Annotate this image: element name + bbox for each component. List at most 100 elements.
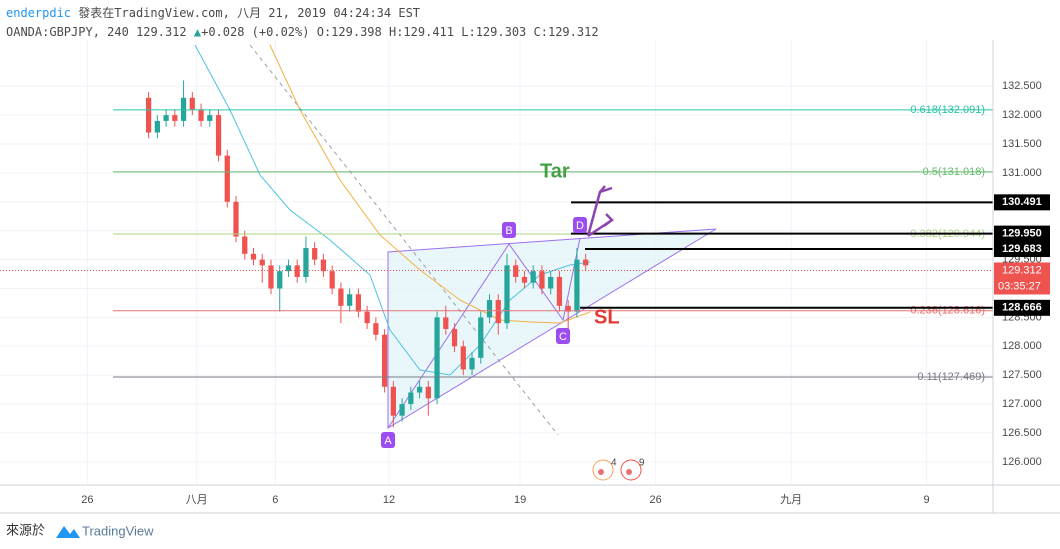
symbol: OANDA:GBPJPY, 240	[6, 25, 129, 39]
fib-label: 0.5(131.018)	[923, 166, 985, 178]
x-tick-label: 26	[81, 494, 93, 506]
candle-body	[303, 248, 309, 277]
published: 發表在TradingView.com, 八月 21, 2019 04:24:34…	[78, 5, 420, 20]
candle-body	[163, 115, 169, 121]
price-label: 129.312	[1002, 264, 1042, 276]
candle-body	[486, 300, 493, 318]
candle-body	[312, 248, 318, 260]
y-tick-label: 132.500	[1002, 80, 1042, 92]
candle-body	[145, 97, 152, 133]
arrow: ▲	[194, 25, 202, 39]
point-label: C	[559, 331, 567, 343]
candle-body	[250, 253, 257, 260]
point-label: A	[384, 435, 392, 447]
candle-body	[583, 259, 589, 266]
candle-body	[399, 404, 405, 416]
candle-body	[215, 115, 222, 156]
open: O:129.398	[317, 25, 382, 39]
fib-label: 0.11(127.469)	[917, 371, 985, 383]
level-tag	[994, 194, 1050, 211]
high: H:129.411	[389, 25, 454, 39]
x-tick-label: 26	[649, 494, 661, 506]
plot: 0.618(132.091)0.5(131.018)0.382(129.944)…	[0, 80, 993, 428]
candle-body	[285, 265, 292, 272]
level-label: 130.491	[1002, 196, 1042, 208]
fib-label: 0.236(128.616)	[910, 305, 985, 317]
last: 129.312	[136, 25, 187, 39]
candle-body	[513, 265, 519, 277]
candle-body	[495, 300, 501, 324]
change: +0.028 (+0.02%)	[201, 25, 309, 39]
candle-body	[504, 265, 510, 324]
candle-body	[530, 271, 536, 283]
x-tick-label: 6	[272, 494, 278, 506]
logo	[56, 526, 80, 538]
countdown: 03:35:27	[998, 280, 1041, 292]
label-box	[573, 217, 587, 233]
candle-body	[451, 328, 458, 347]
candle-body	[521, 276, 528, 283]
level-label: 129.950	[1002, 228, 1042, 240]
candle-body	[408, 392, 414, 405]
level-tag	[994, 299, 1050, 316]
candle-body	[434, 317, 440, 399]
x-tick-label: 九月	[780, 493, 802, 506]
candle-body	[172, 115, 178, 121]
event-count: 9	[639, 458, 645, 469]
fib-label: 0.618(132.091)	[910, 104, 985, 116]
x-tick-label: 12	[383, 494, 395, 506]
candle-body	[224, 155, 230, 202]
label-box	[556, 328, 570, 344]
candle-body	[373, 323, 379, 335]
source: 來源於	[6, 522, 45, 537]
symbol-line: OANDA:GBPJPY, 240 129.312 ▲+0.028 (+0.02…	[6, 25, 599, 39]
candle-body	[548, 276, 554, 289]
candle-body	[277, 271, 283, 289]
pattern-line	[387, 237, 581, 429]
arrows	[586, 185, 614, 238]
target-label: Tar	[540, 160, 570, 182]
event-count: 4	[611, 458, 617, 469]
event-dot	[598, 469, 604, 475]
level-tag	[994, 241, 1050, 258]
axis-labels: 126.000126.500127.000127.500128.000128.5…	[81, 80, 1050, 506]
candle-body	[189, 97, 195, 110]
y-tick-label: 127.000	[1002, 398, 1042, 410]
candle-body	[469, 357, 475, 370]
price-tag	[994, 262, 1050, 295]
candle-body	[390, 386, 396, 416]
candle-body	[539, 271, 545, 289]
candle-body	[154, 120, 160, 133]
candle-body	[268, 265, 274, 289]
label-box	[502, 222, 516, 238]
candle-body	[355, 294, 362, 312]
stop-label: SL	[594, 306, 620, 328]
candle-body	[207, 115, 213, 121]
candle-body	[259, 259, 265, 266]
level-tag	[994, 225, 1050, 242]
grid	[0, 40, 993, 485]
candle-body	[416, 386, 423, 393]
brand[interactable]: TradingView	[82, 523, 154, 538]
header: enderpdic 發表在TradingView.com, 八月 21, 201…	[6, 5, 420, 20]
low: L:129.303	[461, 25, 526, 39]
close: C:129.312	[534, 25, 599, 39]
point-label: B	[505, 225, 512, 237]
label-box	[381, 432, 395, 448]
candle-body	[381, 334, 388, 387]
y-tick-label: 131.500	[1002, 138, 1042, 150]
candle-body	[460, 346, 466, 370]
y-tick-label: 126.000	[1002, 456, 1042, 468]
candle-body	[364, 311, 370, 324]
triangle	[387, 228, 717, 429]
candle-body	[347, 294, 353, 306]
y-tick-label: 128.000	[1002, 340, 1042, 352]
candle-body	[198, 109, 204, 121]
candle-body	[180, 97, 187, 121]
candle-body	[556, 276, 563, 306]
event-dot	[626, 469, 632, 475]
candle-body	[329, 271, 335, 289]
author[interactable]: enderpdic	[6, 6, 71, 20]
x-tick-label: 19	[514, 494, 526, 506]
